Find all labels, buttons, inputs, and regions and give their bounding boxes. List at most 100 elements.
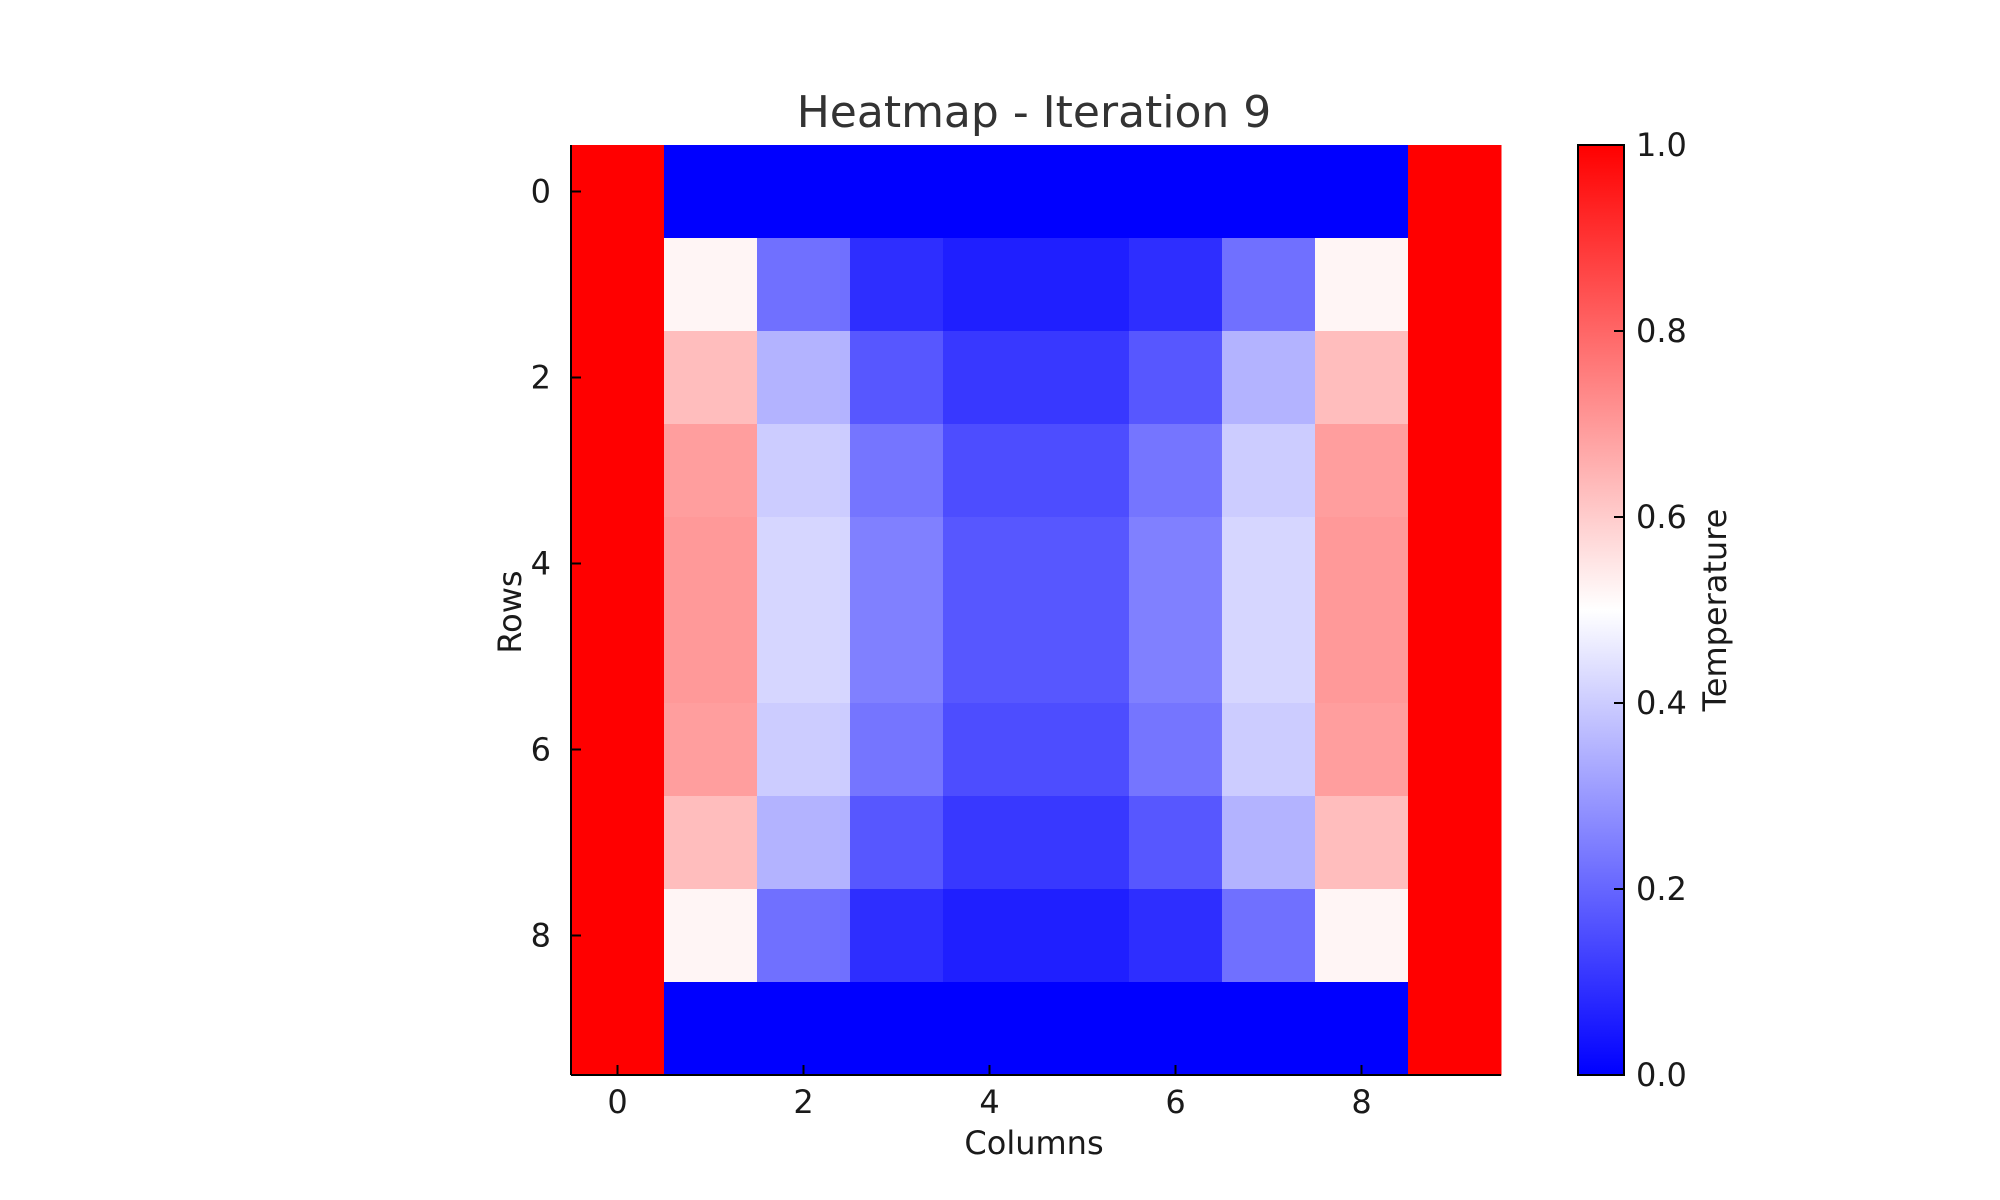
heatmap-cell-r7-c0 [571,796,665,890]
heatmap-cell-r6-c2 [757,703,851,797]
heatmap-cell-r9-c7 [1222,982,1316,1076]
heatmap-cell-r8-c1 [664,889,758,983]
heatmap-cell-r7-c5 [1036,796,1130,890]
colorbar-tick-label: 0.4 [1636,684,1687,722]
heatmap-cell-r0-c6 [1129,145,1223,239]
x-tick-label: 2 [793,1083,813,1121]
heatmap-cell-r6-c3 [850,703,944,797]
heatmap-cell-r9-c9 [1408,982,1502,1076]
heatmap-cell-r3-c9 [1408,424,1502,518]
heatmap-cell-r9-c3 [850,982,944,1076]
heatmap-cell-r7-c9 [1408,796,1502,890]
heatmap-cell-r5-c5 [1036,610,1130,704]
heatmap-cell-r3-c2 [757,424,851,518]
heatmap-cell-r0-c4 [943,145,1037,239]
heatmap-cell-r5-c4 [943,610,1037,704]
heatmap-cell-r1-c9 [1408,238,1502,332]
heatmap-cell-r3-c8 [1315,424,1409,518]
heatmap-cell-r2-c0 [571,331,665,425]
colorbar: 0.0 0.2 0.4 0.6 0.8 1.0 Temperature [1577,126,1734,1094]
y-tick-label: 6 [531,731,551,769]
y-axis-ticks: 0 2 4 6 8 [531,173,581,955]
heatmap-cell-r0-c5 [1036,145,1130,239]
heatmap-cell-r7-c7 [1222,796,1316,890]
heatmap-cell-r7-c4 [943,796,1037,890]
heatmap-cell-r9-c5 [1036,982,1130,1076]
x-tick-label: 6 [1165,1083,1185,1121]
heatmap-cell-r8-c4 [943,889,1037,983]
heatmap-cell-r8-c0 [571,889,665,983]
heatmap-cell-r1-c8 [1315,238,1409,332]
y-tick-label: 8 [531,917,551,955]
heatmap-cell-r4-c0 [571,517,665,611]
heatmap-cell-r4-c4 [943,517,1037,611]
heatmap-cell-r9-c4 [943,982,1037,1076]
heatmap-cell-r2-c2 [757,331,851,425]
colorbar-tick-label: 0.2 [1636,870,1687,908]
y-tick-label: 4 [531,545,551,583]
heatmap-cell-r2-c4 [943,331,1037,425]
heatmap-cell-r6-c7 [1222,703,1316,797]
heatmap-cell-r7-c6 [1129,796,1223,890]
heatmap-cell-r9-c6 [1129,982,1223,1076]
heatmap-cell-r5-c6 [1129,610,1223,704]
heatmap-cell-r1-c3 [850,238,944,332]
heatmap-cell-r6-c1 [664,703,758,797]
heatmap-cell-r2-c3 [850,331,944,425]
y-tick-label: 2 [531,359,551,397]
heatmap-cell-r3-c7 [1222,424,1316,518]
x-axis-label: Columns [964,1124,1103,1162]
colorbar-tick-label: 0.0 [1636,1056,1687,1094]
heatmap-cell-r5-c2 [757,610,851,704]
x-tick-label: 4 [979,1083,999,1121]
x-tick-label: 0 [607,1083,627,1121]
heatmap-cell-r1-c2 [757,238,851,332]
heatmap-cell-r2-c1 [664,331,758,425]
heatmap-cell-r0-c7 [1222,145,1316,239]
x-tick-label: 8 [1351,1083,1371,1121]
heatmap-cell-r3-c6 [1129,424,1223,518]
heatmap-cell-r4-c6 [1129,517,1223,611]
heatmap-cell-r7-c2 [757,796,851,890]
heatmap-cell-r2-c6 [1129,331,1223,425]
heatmap-cell-r6-c4 [943,703,1037,797]
heatmap-cell-r0-c0 [571,145,665,239]
heatmap-cell-r0-c8 [1315,145,1409,239]
heatmap-grid [570,145,1502,1076]
colorbar-ticks: 0.0 0.2 0.4 0.6 0.8 1.0 [1614,126,1687,1094]
heatmap-cell-r2-c9 [1408,331,1502,425]
heatmap-cell-r3-c3 [850,424,944,518]
heatmap-cell-r4-c8 [1315,517,1409,611]
heatmap-cell-r7-c8 [1315,796,1409,890]
heatmap-cell-r7-c1 [664,796,758,890]
heatmap-cell-r2-c5 [1036,331,1130,425]
heatmap-cell-r8-c3 [850,889,944,983]
heatmap-cell-r5-c9 [1408,610,1502,704]
heatmap-cell-r3-c1 [664,424,758,518]
heatmap-cell-r6-c5 [1036,703,1130,797]
heatmap-cell-r5-c8 [1315,610,1409,704]
heatmap-cell-r4-c7 [1222,517,1316,611]
colorbar-tick-label: 0.6 [1636,498,1687,536]
heatmap-cell-r6-c8 [1315,703,1409,797]
heatmap-cell-r4-c9 [1408,517,1502,611]
heatmap-cell-r0-c3 [850,145,944,239]
y-axis-label: Rows [491,570,529,653]
heatmap-cell-r8-c6 [1129,889,1223,983]
heatmap-cell-r9-c8 [1315,982,1409,1076]
heatmap-cell-r1-c1 [664,238,758,332]
heatmap-cell-r8-c5 [1036,889,1130,983]
heatmap-cell-r0-c1 [664,145,758,239]
chart-title: Heatmap - Iteration 9 [797,87,1272,138]
heatmap-cell-r1-c5 [1036,238,1130,332]
heatmap-cell-r9-c1 [664,982,758,1076]
heatmap-cell-r4-c3 [850,517,944,611]
colorbar-tick-label: 1.0 [1636,126,1687,164]
heatmap-cell-r1-c0 [571,238,665,332]
heatmap-cell-r3-c0 [571,424,665,518]
heatmap-cell-r1-c6 [1129,238,1223,332]
heatmap-cell-r8-c8 [1315,889,1409,983]
colorbar-label: Temperature [1696,509,1734,713]
heatmap-cell-r9-c0 [571,982,665,1076]
heatmap-cell-r1-c4 [943,238,1037,332]
